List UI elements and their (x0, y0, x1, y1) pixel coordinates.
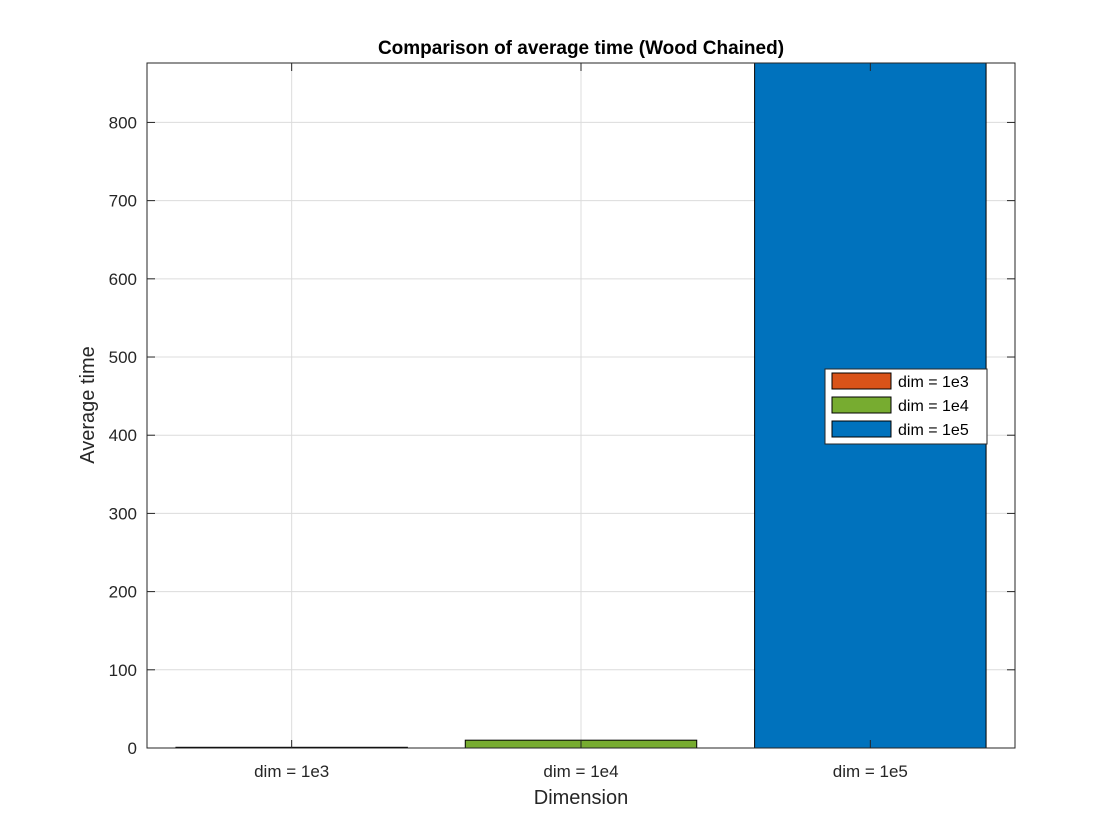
y-axis-label: Average time (77, 346, 99, 463)
legend-label-2: dim = 1e4 (898, 398, 969, 415)
x-tick-labels: dim = 1e3 dim = 1e4 dim = 1e5 (254, 762, 908, 781)
y-tick-label: 800 (109, 113, 137, 132)
y-tick-label: 0 (128, 739, 137, 758)
x-tick-label: dim = 1e4 (543, 762, 618, 781)
grid-lines (147, 63, 1015, 749)
x-tick-label: dim = 1e5 (833, 762, 908, 781)
y-tick-labels: 0 100 200 300 400 500 600 700 800 (109, 113, 137, 758)
x-axis-label: Dimension (534, 787, 628, 809)
legend-swatch-1 (831, 372, 892, 390)
axis-ticks (147, 63, 1015, 749)
y-tick-label: 400 (109, 426, 137, 445)
legend-label-1: dim = 1e3 (898, 374, 969, 391)
legend-swatch-2 (831, 396, 892, 414)
y-tick-label: 300 (109, 504, 137, 523)
legend-swatch-3 (831, 420, 892, 438)
y-tick-label: 700 (109, 192, 137, 211)
y-tick-label: 600 (109, 270, 137, 289)
y-tick-label: 100 (109, 661, 137, 680)
legend: dim = 1e3 dim = 1e4 dim = 1e5 (824, 368, 988, 445)
y-tick-label: 500 (109, 348, 137, 367)
legend-label-3: dim = 1e5 (898, 422, 969, 439)
chart-title: Comparison of average time (Wood Chained… (378, 38, 784, 59)
x-tick-label: dim = 1e3 (254, 762, 329, 781)
y-tick-label: 200 (109, 583, 137, 602)
